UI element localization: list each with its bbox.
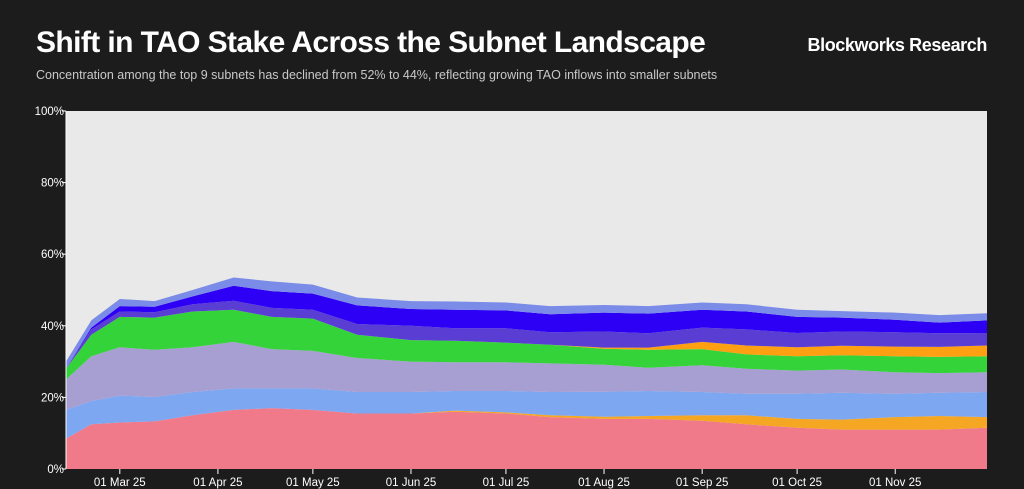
x-tick-label: 01 Jul 25 xyxy=(483,477,530,489)
y-tick-label: 100% xyxy=(35,106,64,118)
area-series-group xyxy=(66,277,987,469)
y-tick-label: 0% xyxy=(47,464,64,476)
brand-logo-text: Blockworks Research xyxy=(807,35,988,55)
x-tick-label: 01 Mar 25 xyxy=(94,477,146,489)
x-axis: 01 Mar 25 01 Apr 25 01 May 25 01 Jun 25 01 J… xyxy=(94,469,921,489)
y-tick-label: 60% xyxy=(41,249,64,261)
chart-subtitle: Concentration among the top 9 subnets ha… xyxy=(36,68,718,82)
y-tick-label: 20% xyxy=(41,392,64,404)
y-axis: 0% 20% 40% 60% 80% 100% xyxy=(35,106,67,476)
x-tick-label: 01 Jun 25 xyxy=(386,477,437,489)
y-tick-label: 80% xyxy=(41,178,64,190)
x-tick-label: 01 Nov 25 xyxy=(869,477,921,489)
x-tick-label: 01 Oct 25 xyxy=(772,477,822,489)
chart-title: Shift in TAO Stake Across the Subnet Lan… xyxy=(36,26,706,59)
area-series-1 xyxy=(66,408,987,469)
area-series-7 xyxy=(66,300,987,369)
area-series-4 xyxy=(66,341,987,410)
area-series-6 xyxy=(66,309,987,369)
area-series-3 xyxy=(66,388,987,439)
x-tick-label: 01 Aug 25 xyxy=(578,477,630,489)
x-tick-label: 01 May 25 xyxy=(286,477,340,489)
x-tick-label: 01 Sep 25 xyxy=(676,477,728,489)
y-tick-label: 40% xyxy=(41,321,64,333)
area-series-5 xyxy=(66,309,987,380)
x-tick-label: 01 Apr 25 xyxy=(193,477,242,489)
area-series-8 xyxy=(66,285,987,369)
area-series-2 xyxy=(66,408,987,439)
